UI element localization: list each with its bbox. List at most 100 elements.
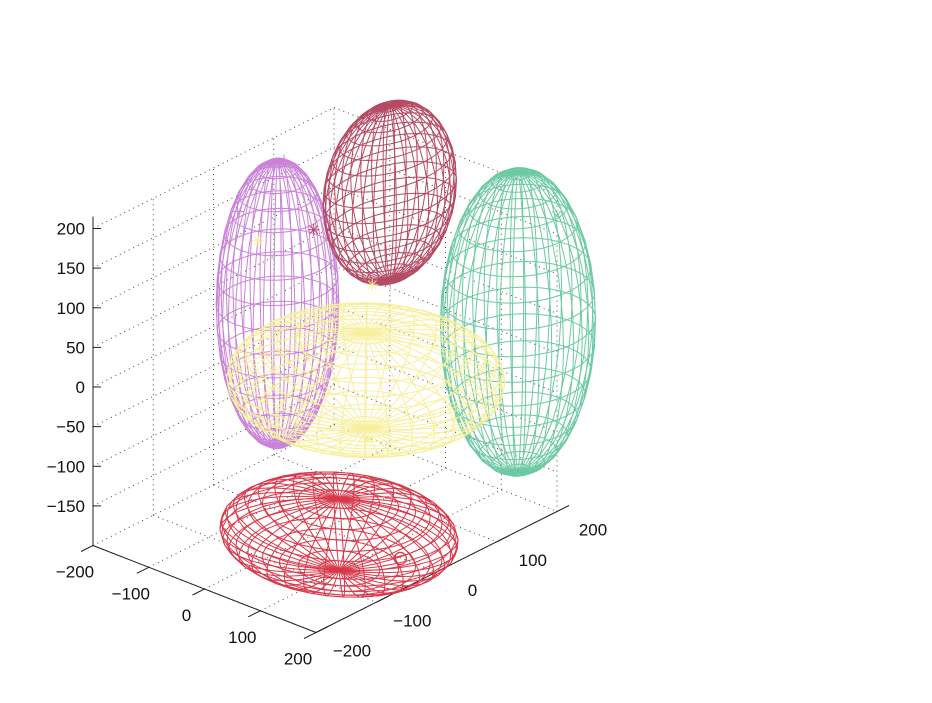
ellipsoid-meridian bbox=[389, 105, 420, 283]
ellipsoid-meridian bbox=[365, 331, 504, 429]
ellipsoid-meridian bbox=[338, 478, 395, 571]
ellipsoid-meridian bbox=[447, 170, 519, 474]
ellipsoid-meridian bbox=[338, 498, 458, 574]
ellipsoid-meridian bbox=[498, 171, 519, 477]
label-layer: −200 −100 0 100 200 −200 −100 0 100 200 200 150 100 5… bbox=[47, 220, 607, 669]
z-tick-label: 150 bbox=[57, 259, 85, 278]
ellipsoid-meridian bbox=[365, 332, 413, 457]
ellipsoid-meridian bbox=[517, 167, 551, 473]
ellipsoid-meridian bbox=[389, 105, 446, 281]
ellipsoid-meridian bbox=[338, 498, 446, 582]
ellipsoid-meridian bbox=[323, 498, 340, 597]
ellipsoid-meridian bbox=[322, 105, 390, 282]
z-tick-label: −100 bbox=[47, 457, 85, 476]
data-marker bbox=[278, 154, 290, 167]
marker-layer bbox=[231, 154, 562, 566]
marker-stroke bbox=[551, 210, 562, 221]
axes-layer bbox=[80, 216, 570, 639]
ellipsoid-meridian bbox=[266, 498, 340, 586]
ellipsoid-series-3 bbox=[219, 471, 459, 598]
ellipsoid-meridian bbox=[243, 482, 340, 571]
ellipsoid-meridian bbox=[259, 157, 278, 447]
ellipsoid-meridian bbox=[389, 100, 437, 281]
ellipsoid-meridian bbox=[277, 159, 333, 447]
ellipsoid-meridian bbox=[517, 170, 590, 473]
x-tick bbox=[80, 545, 94, 552]
data-marker bbox=[393, 551, 408, 566]
x-tick bbox=[303, 632, 317, 639]
ellipsoid-meridian bbox=[365, 309, 437, 429]
data-marker bbox=[366, 278, 379, 291]
ellipsoid-meridian bbox=[332, 471, 340, 571]
z-tick-label: −150 bbox=[47, 497, 85, 516]
y-tick bbox=[496, 535, 510, 543]
y-tick bbox=[376, 595, 389, 603]
ellipsoid-meridian bbox=[338, 487, 428, 571]
ellipsoid-meridian bbox=[389, 103, 457, 281]
ellipsoid-meridian bbox=[446, 170, 519, 473]
ellipsoid-meridian bbox=[338, 483, 412, 571]
ellipsoid-meridian bbox=[517, 169, 582, 473]
ellipsoid-meridian bbox=[389, 105, 409, 284]
data-marker bbox=[252, 234, 265, 247]
ellipsoid-meridian bbox=[277, 157, 293, 447]
ellipsoid-meridian bbox=[283, 498, 340, 591]
ellipsoid-meridian bbox=[384, 105, 391, 286]
ellipsoid-meridian bbox=[365, 332, 436, 454]
ellipsoid-meridian bbox=[219, 497, 340, 571]
ellipsoid-meridian bbox=[365, 332, 506, 429]
marker-stroke bbox=[309, 225, 319, 235]
y-tick-label: 100 bbox=[519, 551, 547, 570]
ellipsoid-meridian bbox=[511, 171, 519, 478]
ellipsoid-meridian bbox=[365, 314, 457, 429]
x-tick-label: −100 bbox=[112, 584, 150, 603]
ellipsoid-meridian bbox=[338, 472, 355, 571]
ellipsoid-meridian bbox=[517, 170, 594, 473]
ellipsoid-meridian bbox=[238, 498, 340, 577]
x-tick bbox=[136, 566, 150, 574]
ellipsoid-meridian bbox=[365, 328, 498, 429]
ellipsoid-meridian bbox=[334, 105, 391, 285]
ellipsoid-meridian bbox=[365, 332, 455, 449]
z-tick-label: 200 bbox=[57, 220, 85, 239]
ellipsoid-meridian bbox=[338, 475, 376, 571]
ellipsoid-meridian bbox=[338, 492, 440, 571]
ellipsoid-meridian bbox=[234, 332, 366, 432]
y-tick bbox=[556, 505, 570, 512]
x-tick-label: 100 bbox=[228, 628, 256, 647]
ellipsoid-meridian bbox=[259, 316, 366, 429]
ellipsoid-meridian bbox=[257, 332, 366, 442]
x-tick bbox=[248, 610, 261, 618]
data-marker bbox=[231, 205, 244, 218]
ellipsoid-meridian bbox=[228, 330, 366, 429]
ellipsoid-meridian bbox=[296, 307, 367, 429]
ellipsoid-meridian bbox=[339, 332, 367, 458]
marker-circle bbox=[393, 551, 408, 566]
ellipsoid-meridian bbox=[243, 160, 278, 449]
ellipsoid-meridian bbox=[277, 158, 312, 447]
ellipsoid-meridian bbox=[338, 498, 346, 598]
ellipsoid-meridian bbox=[292, 472, 340, 571]
z-tick-label: −50 bbox=[56, 418, 85, 437]
ellipsoid-meridian bbox=[222, 160, 278, 447]
ellipsoid-meridian bbox=[228, 498, 340, 574]
ellipsoid-meridian bbox=[440, 170, 519, 473]
data-marker bbox=[307, 223, 320, 236]
ellipsoid-meridian bbox=[517, 171, 527, 477]
ellipsoid-series-4 bbox=[226, 302, 506, 459]
y-tick-label: 200 bbox=[579, 521, 607, 540]
ellipsoid-meridian bbox=[361, 105, 391, 286]
ellipsoid-meridian bbox=[372, 105, 391, 286]
ellipsoid-meridian bbox=[365, 319, 474, 429]
ellipsoid-meridian bbox=[244, 332, 366, 437]
ellipsoid-meridian bbox=[389, 100, 445, 281]
z-tick-label: 100 bbox=[57, 299, 85, 318]
ellipsoid-series-1 bbox=[322, 99, 457, 286]
ellipsoid-meridian bbox=[277, 159, 328, 447]
x-tick-label: 200 bbox=[284, 650, 312, 669]
y-tick-label: 0 bbox=[468, 581, 477, 600]
ellipsoid-meridian bbox=[226, 332, 366, 429]
ellipsoid-meridian bbox=[257, 478, 340, 571]
ellipsoid-meridian bbox=[338, 498, 386, 597]
